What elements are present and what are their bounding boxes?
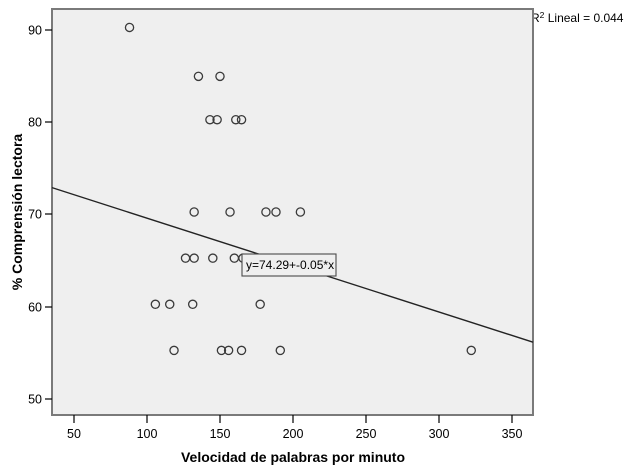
data-point bbox=[150, 299, 161, 310]
data-point bbox=[216, 345, 227, 356]
data-point bbox=[236, 345, 247, 356]
y-axis-title: % Comprensión lectora bbox=[9, 134, 25, 291]
x-tick-label: 150 bbox=[210, 427, 231, 441]
x-tick-label: 50 bbox=[67, 427, 81, 441]
data-point bbox=[255, 299, 265, 310]
y-tick-label: 70 bbox=[28, 208, 42, 222]
data-point bbox=[212, 114, 222, 125]
r-squared-prefix: R bbox=[531, 11, 540, 25]
data-point bbox=[275, 345, 286, 356]
y-tick-label: 90 bbox=[28, 24, 42, 38]
r-squared-exponent: 2 bbox=[540, 10, 545, 20]
r-squared-suffix: Lineal = 0.044 bbox=[544, 11, 623, 25]
data-point bbox=[225, 207, 235, 217]
y-tick-label: 60 bbox=[28, 301, 42, 315]
data-point bbox=[164, 299, 175, 310]
data-points-layer bbox=[124, 22, 477, 356]
x-axis: 50 100 150 200 250 300 350 bbox=[67, 415, 522, 441]
data-point bbox=[261, 207, 271, 217]
data-point bbox=[169, 345, 179, 356]
x-tick-label: 300 bbox=[429, 427, 450, 441]
data-point bbox=[189, 207, 199, 217]
y-axis: 90 80 70 60 50 bbox=[28, 24, 52, 407]
x-tick-label: 250 bbox=[356, 427, 377, 441]
data-point bbox=[231, 114, 241, 125]
data-point bbox=[205, 114, 215, 125]
x-tick-label: 100 bbox=[137, 427, 158, 441]
data-point bbox=[189, 253, 199, 263]
data-point bbox=[193, 71, 204, 82]
equation-box bbox=[241, 253, 337, 277]
data-point bbox=[223, 345, 234, 356]
data-point bbox=[208, 253, 218, 263]
data-point bbox=[236, 114, 247, 125]
equation-callout: y=74.29+-0.05*x bbox=[241, 253, 337, 277]
plot-area-background bbox=[51, 8, 534, 416]
y-tick-label: 50 bbox=[28, 393, 42, 407]
data-point bbox=[187, 299, 198, 310]
y-tick-label: 80 bbox=[28, 116, 42, 130]
x-tick-label: 350 bbox=[502, 427, 523, 441]
data-point bbox=[271, 207, 281, 217]
data-point bbox=[124, 22, 135, 33]
x-tick-label: 200 bbox=[283, 427, 304, 441]
data-point bbox=[466, 345, 477, 356]
r-squared-annotation: R2 Lineal = 0.044 bbox=[531, 10, 624, 25]
x-axis-title: Velocidad de palabras por minuto bbox=[181, 449, 405, 465]
equation-label: y=74.29+-0.05*x bbox=[246, 258, 334, 272]
r-squared-label: R2 Lineal = 0.044 bbox=[531, 10, 624, 25]
data-point bbox=[295, 207, 306, 217]
data-point bbox=[215, 71, 225, 82]
